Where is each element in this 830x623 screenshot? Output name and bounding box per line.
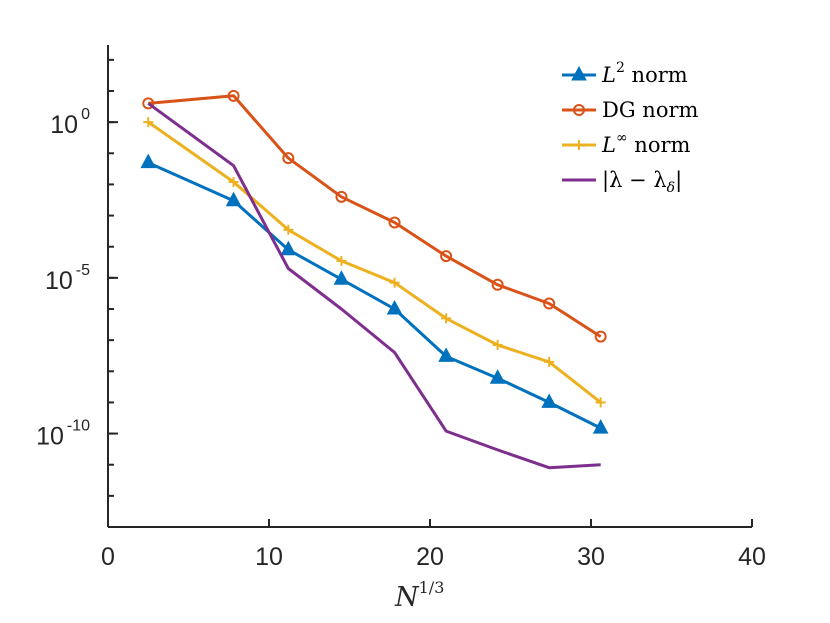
legend-label: L∞ norm bbox=[601, 130, 691, 157]
series-0 bbox=[140, 153, 609, 434]
x-tick-label: 30 bbox=[577, 543, 605, 571]
legend-label-superscript: 2 bbox=[616, 60, 625, 76]
legend-label: L2 norm bbox=[601, 60, 688, 87]
legend-label-rest: norm bbox=[628, 133, 691, 157]
data-point bbox=[440, 250, 453, 263]
y-tick-base: 10 bbox=[45, 267, 73, 295]
y-tick-exponent: -5 bbox=[76, 262, 90, 279]
data-point bbox=[489, 369, 506, 384]
legend-label-main: |λ − λ bbox=[602, 168, 667, 193]
data-point bbox=[227, 89, 240, 102]
data-point bbox=[143, 117, 154, 128]
x-ticks: 0 10 20 30 40 bbox=[101, 519, 766, 571]
data-point bbox=[594, 330, 607, 343]
legend-label-main: L bbox=[601, 133, 616, 157]
data-point bbox=[592, 419, 609, 434]
data-point bbox=[386, 299, 403, 315]
y-tick-label: 10 -10 bbox=[36, 418, 90, 451]
x-axis-title-base: N bbox=[394, 582, 420, 613]
legend-entry: DG norm bbox=[562, 98, 698, 122]
data-point bbox=[335, 190, 348, 203]
data-point bbox=[544, 356, 555, 367]
x-tick-label: 20 bbox=[416, 543, 444, 571]
legend-label: |λ − λδ| bbox=[602, 168, 682, 196]
legend-label-subscript: δ bbox=[667, 180, 675, 196]
legend-label-superscript: ∞ bbox=[616, 130, 628, 146]
series-2 bbox=[143, 117, 606, 408]
legend-label-main: L bbox=[601, 63, 616, 87]
x-axis-title-exponent: 1/3 bbox=[419, 578, 445, 597]
series-1 bbox=[142, 89, 607, 343]
data-point bbox=[333, 270, 350, 285]
y-tick-exponent: -10 bbox=[67, 418, 90, 435]
y-tick-base: 10 bbox=[50, 111, 78, 139]
legend-swatch-marker bbox=[574, 140, 584, 150]
data-point bbox=[441, 313, 452, 324]
data-point bbox=[280, 240, 297, 256]
series-line bbox=[147, 161, 602, 430]
y-tick-label: 10 -5 bbox=[45, 262, 90, 295]
data-point bbox=[282, 152, 295, 165]
data-point bbox=[142, 97, 155, 110]
x-tick-label: 40 bbox=[738, 543, 766, 571]
legend-swatch-marker bbox=[573, 104, 585, 116]
series-line bbox=[147, 120, 602, 404]
data-point bbox=[336, 255, 347, 266]
legend-entry: |λ − λδ| bbox=[562, 168, 682, 196]
data-point bbox=[283, 224, 294, 235]
data-point bbox=[140, 153, 157, 169]
y-tick-label: 10 0 bbox=[50, 106, 90, 139]
legend-label-rest: | bbox=[675, 168, 682, 193]
series-line bbox=[147, 102, 601, 470]
data-point bbox=[225, 191, 242, 207]
data-point bbox=[492, 339, 503, 350]
legend-label: DG norm bbox=[602, 98, 698, 122]
data-point bbox=[228, 176, 239, 187]
y-tick-base: 10 bbox=[36, 423, 64, 451]
data-point bbox=[543, 297, 556, 310]
legend-entry: L∞ norm bbox=[562, 130, 691, 157]
x-tick-label: 0 bbox=[101, 543, 115, 571]
legend-label-rest: norm bbox=[625, 63, 688, 87]
legend-label-main: DG norm bbox=[602, 98, 698, 122]
x-axis-title: N1/3 bbox=[394, 578, 444, 613]
data-point bbox=[595, 397, 606, 408]
legend-entry: L2 norm bbox=[562, 60, 688, 87]
series-line bbox=[148, 94, 602, 338]
series-layer bbox=[140, 89, 609, 470]
data-point bbox=[438, 347, 454, 362]
data-point bbox=[541, 393, 557, 408]
legend-swatch-marker bbox=[571, 65, 587, 81]
data-point bbox=[389, 277, 400, 288]
series-3 bbox=[147, 102, 601, 470]
x-tick-label: 10 bbox=[255, 543, 283, 571]
data-point bbox=[491, 278, 504, 291]
data-point bbox=[388, 216, 401, 229]
y-tick-exponent: 0 bbox=[81, 106, 90, 123]
